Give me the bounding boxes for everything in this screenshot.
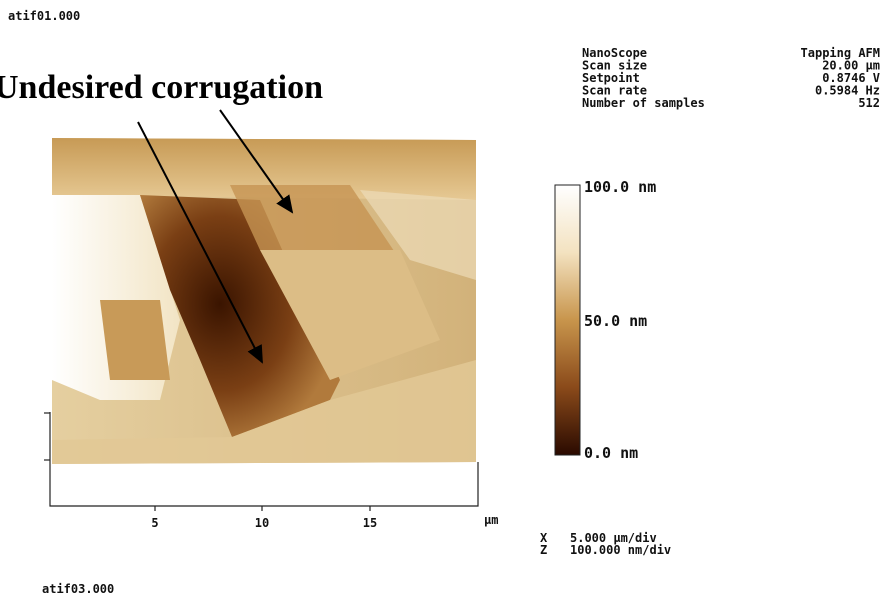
annotation: Undesired corrugation: [0, 69, 323, 106]
scan-info: NanoScope Tapping AFM Scan size 20.00 µm Set…: [582, 46, 880, 110]
scale-axis: X: [540, 531, 548, 545]
x-tick-label: 15: [363, 516, 377, 530]
info-value: 20.00 µm: [822, 59, 880, 73]
x-tick-label: 5: [151, 516, 158, 530]
file-name: atif03.000: [42, 582, 114, 596]
info-value: Tapping AFM: [801, 46, 880, 60]
x-tick-label: 10: [255, 516, 269, 530]
info-value: 0.5984 Hz: [815, 84, 880, 98]
info-value: 0.8746 V: [822, 71, 880, 85]
axes: [44, 412, 479, 511]
x-ticks: 5 10 15: [151, 516, 377, 530]
info-label: Scan rate: [582, 84, 647, 98]
scale-value: 5.000 µm/div: [570, 531, 657, 545]
info-value: 512: [858, 96, 880, 110]
scale-info: X 5.000 µm/div Z 100.000 nm/div: [540, 531, 671, 557]
info-label: Scan size: [582, 59, 647, 73]
colorbar-label: 0.0 nm: [584, 444, 638, 462]
info-label: Setpoint: [582, 71, 640, 85]
scale-value: 100.000 nm/div: [570, 543, 671, 557]
info-label: Number of samples: [582, 96, 705, 110]
afm-surface: [52, 138, 476, 464]
colorbar-label: 100.0 nm: [584, 178, 656, 196]
colorbar-label: 50.0 nm: [584, 312, 647, 330]
colorbar: [554, 184, 581, 456]
file-name: atif01.000: [8, 9, 80, 23]
info-label: NanoScope: [582, 46, 647, 60]
scale-axis: Z: [540, 543, 547, 557]
arrow: [219, 109, 294, 214]
arrow: [137, 121, 263, 364]
x-unit: µm: [484, 513, 498, 527]
